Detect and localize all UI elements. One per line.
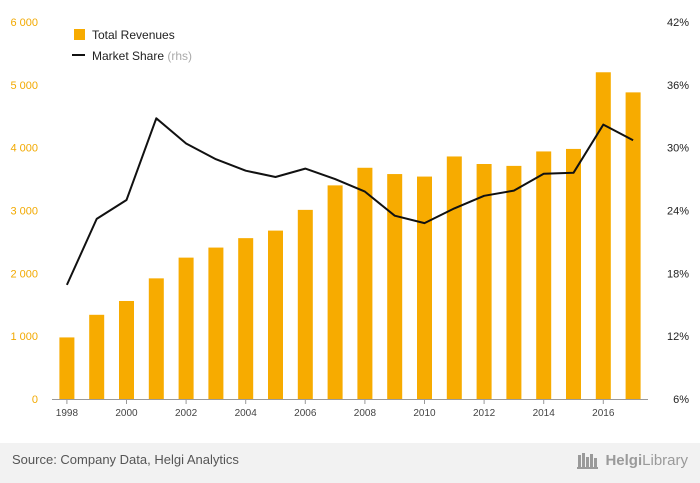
bar-total-revenues [446, 156, 462, 399]
legend-label-market-share-text: Market Share [92, 49, 164, 63]
x-tick-label: 2002 [175, 408, 198, 419]
x-axis-ticks: 1998 2000 2002 2004 2006 2008 2010 2012 2014 2016 [56, 399, 615, 419]
right-tick-label: 36% [667, 80, 689, 92]
bar-total-revenues [536, 151, 552, 399]
bar-total-revenues [387, 174, 403, 399]
logo-suffix: Library [642, 451, 688, 469]
legend-swatch-total-revenues [74, 29, 85, 40]
bar-total-revenues [595, 72, 611, 400]
bar-total-revenues [327, 185, 343, 399]
bar-total-revenues [178, 257, 194, 399]
combo-chart: 0 1 000 2 000 3 000 4 000 5 000 6 000 6% 12% 18%… [10, 17, 689, 419]
right-tick-label: 18% [667, 268, 689, 280]
bar-total-revenues [506, 165, 522, 399]
logo-brand: Helgi [605, 451, 643, 469]
right-tick-label: 30% [667, 143, 689, 155]
x-tick-label: 2004 [235, 408, 258, 419]
left-tick-label: 1 000 [10, 331, 38, 343]
bar-total-revenues [476, 164, 492, 399]
bar-total-revenues [208, 247, 224, 399]
bar-total-revenues [119, 300, 134, 399]
left-tick-label: 6 000 [10, 17, 38, 29]
left-tick-label: 4 000 [10, 143, 38, 155]
x-tick-label: 1998 [56, 408, 79, 419]
bar-total-revenues [268, 230, 283, 399]
bar-total-revenues [148, 278, 164, 399]
helgi-library-logo[interactable]: HelgiLibrary [577, 449, 688, 471]
bars-total-revenues [59, 72, 641, 400]
source-note: Source: Company Data, Helgi Analytics [12, 452, 239, 467]
x-tick-label: 2010 [413, 408, 436, 419]
library-icon [577, 453, 599, 469]
left-tick-label: 0 [32, 394, 38, 406]
line-market-share [65, 117, 634, 286]
x-tick-label: 2016 [592, 408, 615, 419]
right-tick-label: 12% [667, 331, 689, 343]
left-tick-label: 2 000 [10, 268, 38, 280]
right-tick-label: 6% [673, 394, 689, 406]
bar-total-revenues [566, 148, 581, 399]
x-tick-label: 2000 [115, 408, 138, 419]
bar-total-revenues [357, 167, 373, 399]
bar-total-revenues [625, 92, 641, 399]
left-tick-label: 3 000 [10, 206, 38, 218]
legend-label-market-share: Market Share (rhs) [92, 49, 192, 63]
bar-total-revenues [297, 209, 313, 399]
bar-total-revenues [238, 238, 254, 399]
left-axis-ticks: 0 1 000 2 000 3 000 4 000 5 000 6 000 [10, 17, 38, 406]
x-tick-label: 2008 [354, 408, 377, 419]
x-tick-label: 2014 [533, 408, 556, 419]
right-axis-ticks: 6% 12% 18% 24% 30% 36% 42% [667, 17, 689, 406]
right-tick-label: 42% [667, 17, 689, 29]
bar-total-revenues [89, 314, 105, 399]
bar-total-revenues [417, 176, 432, 399]
right-tick-label: 24% [667, 206, 689, 218]
bar-total-revenues [59, 337, 75, 399]
x-tick-label: 2012 [473, 408, 496, 419]
legend-rhs-note: (rhs) [167, 49, 192, 63]
legend: Total Revenues Market Share (rhs) [72, 28, 192, 63]
x-tick-label: 2006 [294, 408, 317, 419]
left-tick-label: 5 000 [10, 80, 38, 92]
legend-label-total-revenues: Total Revenues [92, 28, 175, 42]
logo-text: HelgiLibrary [605, 452, 688, 469]
